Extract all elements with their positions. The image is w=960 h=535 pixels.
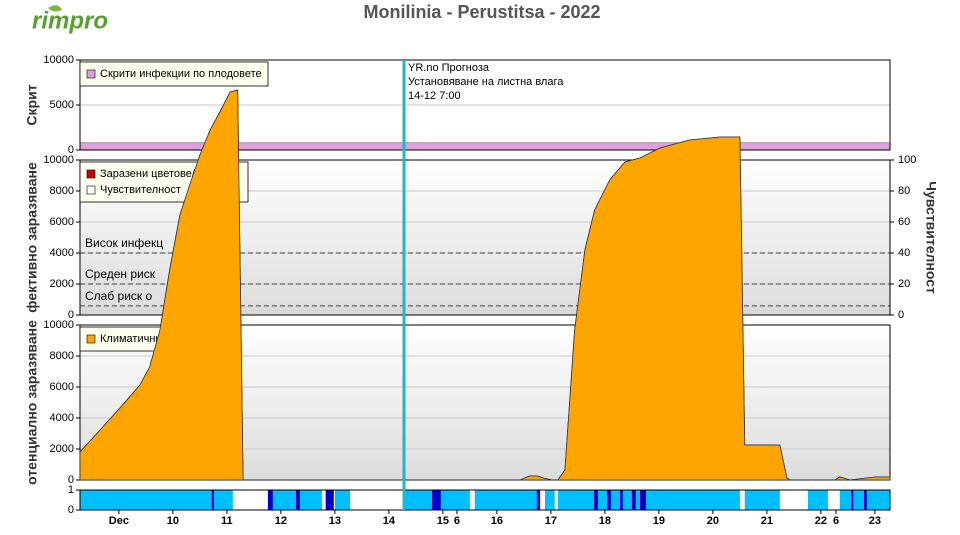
y-tick-label: 0: [68, 144, 74, 156]
logo: rimpro: [32, 5, 108, 34]
y-tick-label: 8000: [50, 185, 74, 197]
y2-axis-title: Чувствителност: [923, 181, 939, 294]
forecast-label: 14-12 7:00: [408, 90, 461, 102]
y-tick-label: 1: [68, 484, 74, 496]
y2-tick-label: 100: [898, 154, 916, 166]
y-axis-title: Скрит: [24, 84, 40, 125]
wetness-bar: [557, 490, 740, 510]
legend-swatch: [86, 169, 96, 179]
y-tick-label: 0: [68, 504, 74, 516]
threshold-label: Среден риск: [85, 267, 156, 281]
wetness-bar: [80, 490, 233, 510]
forecast-label: Установяване на листна влага: [408, 76, 564, 88]
legend-label: Заразени цветове/п: [100, 168, 201, 180]
y-axis-title: отенциално заразяване: [24, 320, 40, 485]
threshold-label: Слаб риск о: [85, 289, 153, 303]
logo-text: rimpro: [32, 7, 108, 34]
legend-label: Чувствителност: [100, 184, 181, 196]
x-tick-label: 11: [221, 515, 233, 527]
x-tick-label: 22: [815, 515, 827, 527]
y-tick-label: 2000: [50, 278, 74, 290]
y-tick-label: 10000: [43, 154, 74, 166]
logo-leaf: [48, 5, 62, 12]
low-risk-zone: [80, 305, 890, 315]
legend-swatch: [86, 334, 96, 344]
y-tick-label: 4000: [50, 412, 74, 424]
x-tick-label: Dec: [109, 515, 129, 527]
wetness-bar: [211, 490, 214, 510]
x-tick-label: 12: [275, 515, 287, 527]
y-tick-label: 2000: [50, 443, 74, 455]
chart-title: Monilinia - Perustitsa - 2022: [363, 2, 600, 22]
y-tick-label: 0: [68, 309, 74, 321]
x-tick-label: 6: [833, 515, 839, 527]
legend-swatch: [86, 185, 96, 195]
threshold-label: Висок инфекц: [85, 236, 163, 250]
area: [79, 89, 891, 481]
wetness-bar: [851, 490, 854, 510]
wetness-bar: [325, 490, 334, 510]
y2-tick-label: 40: [898, 247, 910, 259]
wetness-bar: [594, 490, 598, 510]
wetness-bar: [334, 490, 350, 510]
y-tick-label: 6000: [50, 381, 74, 393]
wetness-bar: [607, 490, 611, 510]
wetness-bar: [296, 490, 300, 510]
y-tick-label: 8000: [50, 350, 74, 362]
legend-swatch: [86, 69, 96, 79]
y-tick-label: 0: [68, 474, 74, 486]
x-tick-label: 18: [599, 515, 611, 527]
panel-border: [79, 59, 891, 151]
y-tick-label: 4000: [50, 247, 74, 259]
y2-tick-label: 80: [898, 185, 910, 197]
y2-tick-label: 60: [898, 216, 910, 228]
wetness-bar: [639, 490, 646, 510]
panel-border: [79, 489, 891, 511]
wetness-bar: [544, 490, 555, 510]
y2-tick-label: 20: [898, 278, 910, 290]
wetness-bar: [631, 490, 636, 510]
y-tick-label: 5000: [50, 99, 74, 111]
x-tick-label: 19: [653, 515, 665, 527]
legend-box: [79, 61, 269, 87]
legend-label: Скрити инфекции по плодовете: [100, 68, 262, 80]
wetness-bar: [267, 490, 322, 510]
x-tick-label: 20: [707, 515, 719, 527]
x-tick-label: 10: [167, 515, 179, 527]
wetness-bar: [536, 490, 541, 510]
forecast-label: YR.no Прогноза: [408, 62, 490, 74]
y-tick-label: 10000: [43, 319, 74, 331]
panel-border: [79, 159, 891, 316]
x-tick-label: 17: [545, 515, 557, 527]
wetness-bar: [474, 490, 541, 510]
x-tick-label: 16: [491, 515, 503, 527]
x-tick-label: 21: [761, 515, 773, 527]
x-tick-label: 14: [383, 515, 396, 527]
y2-tick-label: 0: [898, 309, 904, 321]
x-tick-label: 6: [454, 515, 460, 527]
y-tick-label: 10000: [43, 54, 74, 66]
wetness-bar: [807, 490, 828, 510]
wetness-bar: [620, 490, 623, 510]
wetness-bar: [744, 490, 780, 510]
y-axis-title: фективно заразяване: [24, 162, 40, 313]
x-tick-label: 23: [869, 515, 881, 527]
x-tick-label: 15: [437, 515, 449, 527]
wetness-bar: [267, 490, 273, 510]
x-tick-label: 13: [329, 515, 341, 527]
wetness-bar: [864, 490, 867, 510]
y-tick-label: 6000: [50, 216, 74, 228]
wetness-bar: [432, 490, 441, 510]
hidden-infection-band: [79, 142, 891, 151]
